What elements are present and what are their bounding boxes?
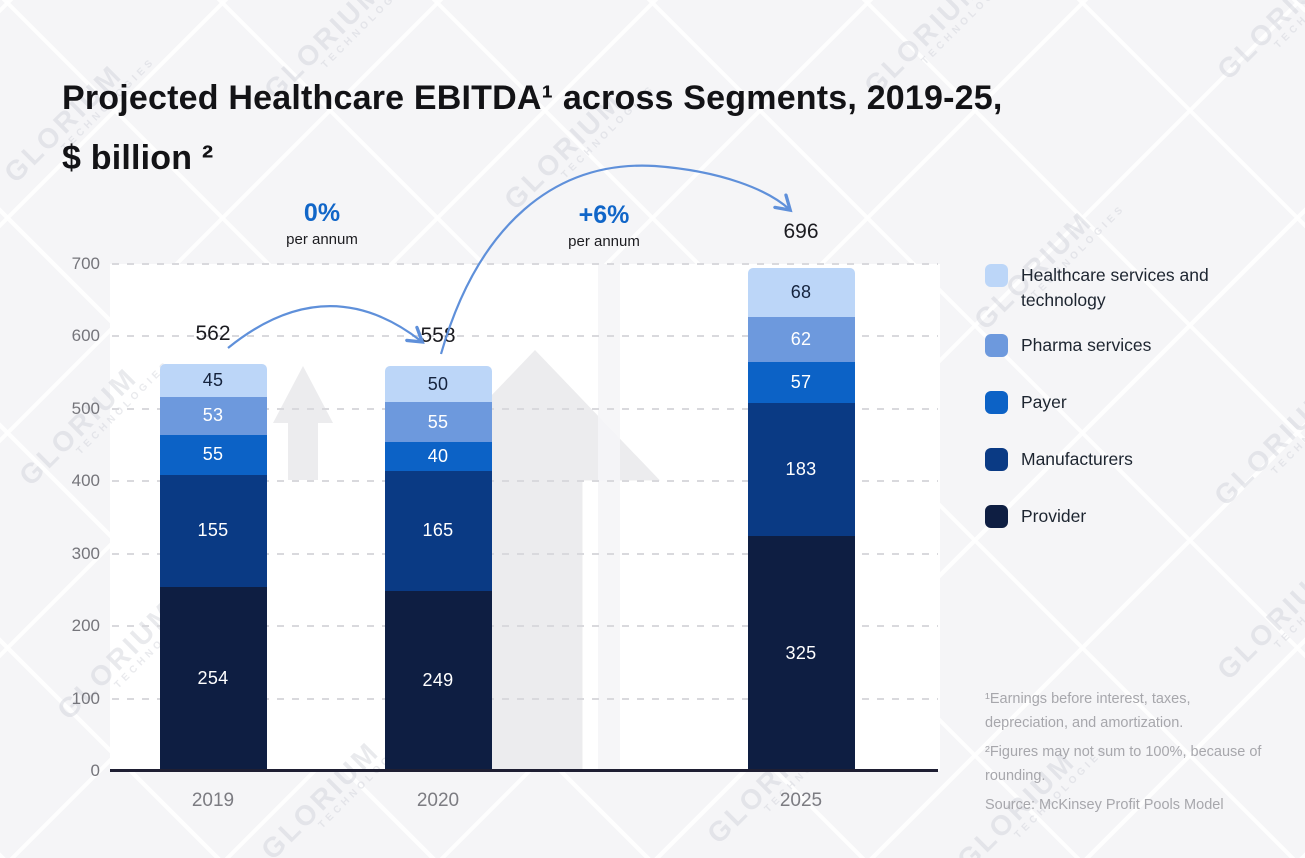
growth-rate-label: +6%	[578, 201, 630, 229]
watermark-line2: TECHNOLOGIES	[1269, 378, 1305, 477]
y-axis-tick-200: 200	[71, 616, 100, 636]
legend-item-manufacturers: Manufacturers	[985, 447, 1235, 472]
decorative-stripe	[598, 264, 620, 771]
growth-annotation-2020-2025: +6% per annum	[519, 200, 689, 252]
segment-value-label: 249	[422, 670, 454, 691]
bar-segment-manufacturers: 183	[747, 403, 855, 536]
segment-value-label: 55	[202, 444, 224, 465]
watermark-line2: TECHNOLOGIES	[1272, 0, 1305, 51]
y-axis-tick-700: 700	[71, 254, 100, 273]
bar-segment-healthcare-services-and-technology: 45	[159, 363, 267, 397]
bar-total-label-2020: 558	[420, 324, 456, 348]
gridline-700	[112, 263, 938, 265]
legend-item-payer: Payer	[985, 390, 1235, 415]
x-axis-line	[110, 769, 938, 772]
growth-rate-sublabel: per annum	[568, 233, 640, 250]
bar-total-label-2019: 562	[195, 321, 231, 345]
segment-value-label: 40	[427, 446, 449, 467]
segment-value-label: 62	[790, 328, 812, 349]
chart-title: Projected Healthcare EBITDA¹ across Segm…	[62, 68, 1242, 188]
x-axis-label-2025: 2025	[779, 790, 823, 811]
bar-segment-payer: 57	[747, 361, 855, 404]
footnote-2: ²Figures may not sum to 100%, because of…	[985, 744, 1262, 784]
y-axis-tick-600: 600	[71, 326, 100, 346]
legend-label: Pharma services	[1021, 335, 1152, 355]
legend-label: Manufacturers	[1021, 449, 1133, 469]
segment-value-label: 45	[202, 369, 224, 390]
legend-swatch	[985, 334, 1008, 357]
stacked-bar-2025: 68 62 57 183 325	[747, 267, 855, 771]
legend-label: Provider	[1021, 506, 1087, 526]
footnotes: ¹Earnings before interest, taxes, deprec…	[985, 687, 1265, 822]
growth-rate-sublabel: per annum	[286, 231, 358, 248]
y-axis-tick-400: 400	[71, 471, 100, 491]
chart-title-line1: Projected Healthcare EBITDA¹ across Segm…	[62, 79, 1003, 117]
growth-rate-label: 0%	[303, 199, 341, 227]
y-axis-tick-500: 500	[71, 398, 100, 418]
watermark-line2: TECHNOLOGIES	[919, 0, 1018, 67]
bar-segment-pharma-services: 62	[747, 316, 855, 362]
legend-swatch	[985, 264, 1008, 287]
bar-segment-provider: 249	[384, 590, 492, 771]
bar-segment-healthcare-services-and-technology: 50	[384, 366, 492, 403]
segment-value-label: 155	[197, 520, 229, 541]
segment-value-label: 50	[427, 373, 449, 394]
segment-value-label: 165	[422, 520, 454, 541]
watermark-line2: TECHNOLOGIES	[1272, 552, 1305, 651]
bar-segment-pharma-services: 55	[384, 402, 492, 443]
bar-segment-payer: 55	[159, 434, 267, 475]
bar-total-label-2025: 696	[783, 219, 819, 243]
segment-value-label: 55	[427, 411, 449, 432]
stacked-bar-2020: 50 55 40 165 249	[384, 366, 492, 771]
bar-segment-healthcare-services-and-technology: 68	[747, 267, 855, 317]
legend-swatch	[985, 448, 1008, 471]
growth-annotation-2019-2020: 0% per annum	[237, 198, 407, 250]
segment-value-label: 183	[785, 458, 817, 479]
bar-segment-pharma-services: 53	[159, 396, 267, 435]
legend: Healthcare services and technology Pharma…	[985, 263, 1235, 561]
segment-value-label: 68	[790, 281, 812, 302]
x-axis-label-2019: 2019	[191, 790, 235, 811]
legend-swatch	[985, 505, 1008, 528]
legend-item-healthcare-services-and-technology: Healthcare services and technology	[985, 263, 1235, 313]
chart-title-line2: $ billion ²	[62, 139, 214, 177]
segment-value-label: 325	[785, 642, 817, 663]
footnote-1: ¹Earnings before interest, taxes, deprec…	[985, 691, 1191, 731]
bar-segment-provider: 325	[747, 535, 855, 771]
legend-label: Healthcare services and technology	[1021, 265, 1209, 310]
bar-segment-manufacturers: 155	[159, 474, 267, 587]
segment-value-label: 57	[790, 371, 812, 392]
segment-value-label: 254	[197, 668, 229, 689]
segment-value-label: 53	[202, 405, 224, 426]
y-axis-tick-300: 300	[71, 543, 100, 563]
watermark-line2: TECHNOLOGIES	[319, 0, 418, 71]
y-axis-tick-0: 0	[90, 761, 100, 780]
bar-segment-manufacturers: 165	[384, 471, 492, 591]
legend-swatch	[985, 391, 1008, 414]
stacked-bar-2019: 45 53 55 155 254	[159, 363, 267, 771]
legend-item-pharma-services: Pharma services	[985, 333, 1235, 358]
footnote-3: Source: McKinsey Profit Pools Model	[985, 797, 1224, 813]
y-axis-tick-100: 100	[71, 688, 100, 708]
legend-item-provider: Provider	[985, 504, 1235, 529]
bar-segment-provider: 254	[159, 586, 267, 771]
legend-label: Payer	[1021, 392, 1067, 412]
bar-segment-payer: 40	[384, 442, 492, 472]
x-axis-label-2020: 2020	[416, 790, 460, 811]
